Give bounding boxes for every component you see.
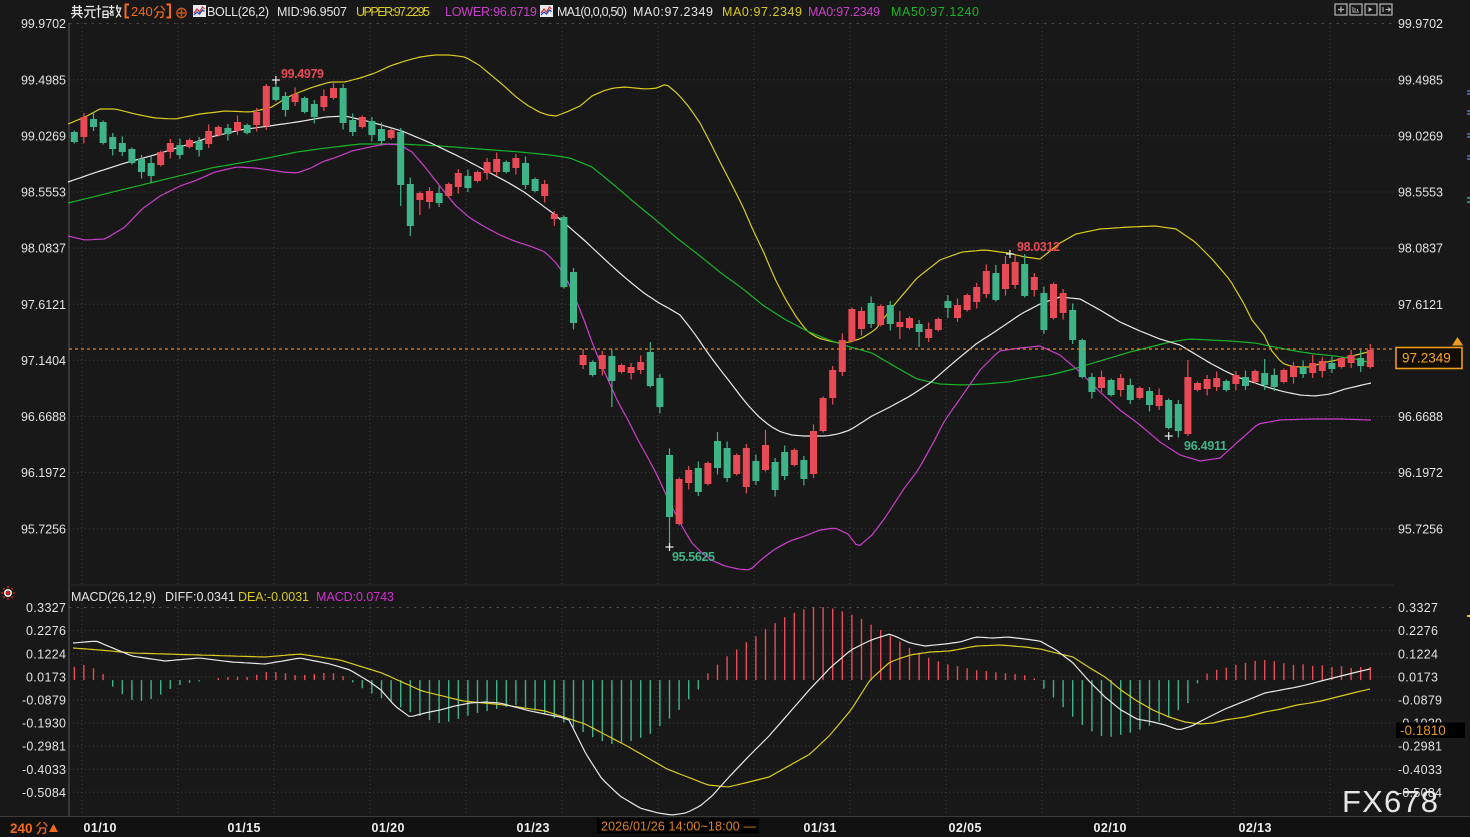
svg-text:01/10: 01/10 [84,821,117,835]
svg-text:96.6688: 96.6688 [1398,410,1443,424]
svg-text:98.0837: 98.0837 [21,242,66,256]
svg-text:98.0837: 98.0837 [1398,242,1443,256]
svg-text:-0.5084: -0.5084 [22,786,66,800]
svg-text:97.6121: 97.6121 [21,298,66,312]
svg-text:-0.4033: -0.4033 [22,763,66,777]
svg-text:02/05: 02/05 [949,821,982,835]
svg-text:96.4911: 96.4911 [1184,439,1227,453]
svg-text:02/10: 02/10 [1094,821,1127,835]
svg-text:-0.2981: -0.2981 [1398,740,1442,754]
svg-text:MA1(0,0,0,50): MA1(0,0,0,50) [557,5,627,19]
svg-text:-0.1810: -0.1810 [1400,723,1446,738]
svg-text:98.5553: 98.5553 [21,186,66,200]
svg-text:LOWER:96.6719: LOWER:96.6719 [445,5,537,19]
svg-text:01/23: 01/23 [517,821,550,835]
svg-text:DIFF:0.0341: DIFF:0.0341 [165,590,235,604]
svg-text:MID:96.9507: MID:96.9507 [277,5,347,19]
svg-text:-0.1930: -0.1930 [22,717,66,731]
svg-text:97.1404: 97.1404 [21,354,66,368]
svg-text:-0.4033: -0.4033 [1398,763,1442,777]
svg-text:0.0173: 0.0173 [1398,670,1438,684]
svg-text:MA0:97.2349: MA0:97.2349 [722,5,802,19]
svg-text:DEA:-0.0031: DEA:-0.0031 [238,590,309,604]
svg-text:0.1224: 0.1224 [26,647,66,661]
svg-text:99.0269: 99.0269 [1398,129,1443,143]
svg-text:-0.0879: -0.0879 [22,694,66,708]
svg-text:2026/01/26 14:00~18:00 —: 2026/01/26 14:00~18:00 — [601,820,757,834]
svg-text:0.0173: 0.0173 [26,670,66,684]
svg-text:99.9702: 99.9702 [21,17,66,31]
svg-text:0.3327: 0.3327 [26,601,66,615]
svg-text:BOLL(26,2): BOLL(26,2) [207,5,269,19]
svg-text:95.7256: 95.7256 [21,522,66,536]
svg-text:240: 240 [10,821,33,836]
svg-text:99.4985: 99.4985 [1398,73,1443,87]
svg-text:MA0:97.2349: MA0:97.2349 [808,5,880,19]
svg-text:240: 240 [131,4,153,19]
svg-text:02/13: 02/13 [1239,821,1272,835]
svg-text:98.0312: 98.0312 [1017,240,1060,254]
svg-text:0.2276: 0.2276 [26,624,66,638]
svg-text:01/31: 01/31 [804,821,837,835]
svg-text:95.7256: 95.7256 [1398,522,1443,536]
svg-text:0.1224: 0.1224 [1398,647,1438,661]
svg-text:MA50:97.1240: MA50:97.1240 [891,5,979,19]
svg-text:-0.2981: -0.2981 [22,740,66,754]
svg-text:01/20: 01/20 [372,821,405,835]
svg-text:-0.0879: -0.0879 [1398,694,1442,708]
svg-text:MACD(26,12,9): MACD(26,12,9) [71,590,156,604]
svg-text:0.2276: 0.2276 [1398,624,1438,638]
svg-text:0.3327: 0.3327 [1398,601,1438,615]
svg-text:FX678: FX678 [1342,784,1438,819]
svg-text:96.1972: 96.1972 [1398,466,1443,480]
svg-text:01/15: 01/15 [228,821,261,835]
svg-text:99.4985: 99.4985 [21,73,66,87]
svg-text:97.6121: 97.6121 [1398,298,1443,312]
svg-text:MA0:97.2349: MA0:97.2349 [633,5,713,19]
svg-text:98.5553: 98.5553 [1398,186,1443,200]
svg-text:99.4979: 99.4979 [281,67,324,81]
svg-text:96.6688: 96.6688 [21,410,66,424]
svg-text:UPPER:97.2295: UPPER:97.2295 [356,5,430,19]
svg-text:96.1972: 96.1972 [21,466,66,480]
svg-text:99.0269: 99.0269 [21,129,66,143]
svg-text:95.5625: 95.5625 [672,550,715,564]
svg-text:MACD:0.0743: MACD:0.0743 [316,590,394,604]
svg-text:-0.5084: -0.5084 [1398,786,1442,800]
svg-text:99.9702: 99.9702 [1398,17,1443,31]
svg-text:97.2349: 97.2349 [1402,351,1451,366]
